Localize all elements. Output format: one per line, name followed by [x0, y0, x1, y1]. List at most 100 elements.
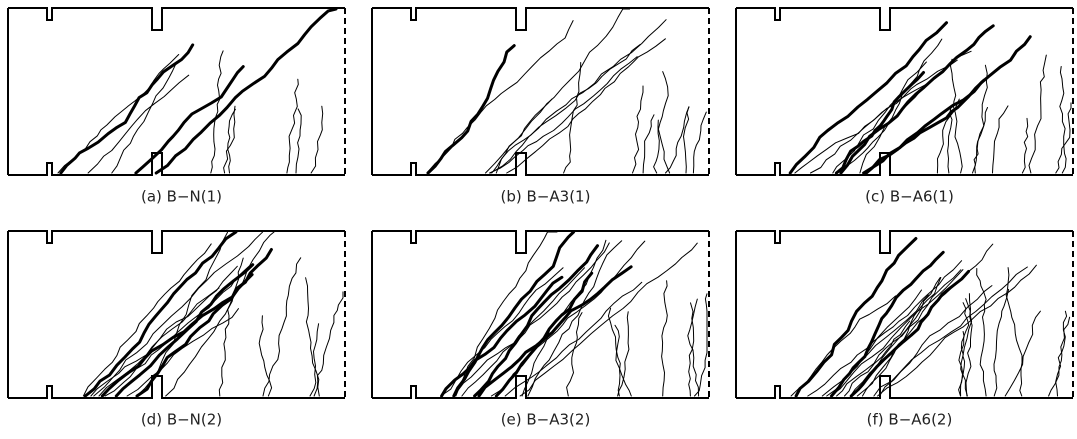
panel: (f) B−A6(2) [735, 230, 1074, 429]
panel-caption: (d) B−N(2) [141, 411, 222, 429]
crack [688, 302, 695, 397]
crack [642, 114, 655, 174]
crack [227, 108, 236, 174]
crack [566, 312, 583, 397]
crack [440, 267, 564, 397]
crack [295, 108, 302, 174]
crack [134, 65, 245, 175]
crack [826, 289, 922, 397]
crack [1055, 102, 1072, 174]
crack [527, 240, 623, 397]
crack [960, 293, 973, 397]
crack [473, 244, 599, 398]
crack [491, 43, 641, 174]
crack [694, 293, 708, 397]
crack [834, 71, 925, 175]
crack [258, 315, 273, 397]
panel: (b) B−A3(1) [371, 7, 710, 206]
crack [665, 106, 690, 174]
crack [687, 298, 700, 397]
crack [453, 242, 610, 397]
crack [218, 257, 244, 397]
crack [617, 311, 630, 397]
crack [829, 269, 964, 397]
panel: (d) B−N(2) [7, 230, 346, 429]
crack [83, 230, 238, 398]
beam-outline [372, 7, 709, 31]
crack [607, 307, 621, 397]
beam-outline [736, 375, 1073, 399]
crack [974, 107, 988, 174]
beam-outline [736, 7, 1073, 31]
crack [477, 265, 633, 398]
crack [836, 269, 962, 397]
crack [114, 263, 255, 398]
crack [950, 58, 963, 174]
crack [262, 257, 302, 397]
crack [104, 265, 250, 397]
crack [210, 50, 224, 174]
crack [426, 20, 574, 174]
crack [455, 231, 558, 397]
panel-caption: (f) B−A6(2) [867, 411, 953, 429]
crack [504, 281, 643, 397]
crack [839, 24, 995, 175]
crack [830, 250, 945, 398]
panel-caption: (e) B−A3(2) [501, 411, 591, 429]
crack [485, 8, 631, 174]
crack [862, 35, 1032, 175]
crack [632, 85, 644, 174]
panel: (a) B−N(1) [7, 7, 346, 206]
beam-outline [8, 7, 345, 31]
crack [111, 62, 177, 174]
crack [1028, 54, 1047, 174]
crack [495, 98, 553, 174]
crack [856, 277, 941, 397]
crack [223, 105, 236, 174]
crack [788, 21, 948, 175]
panel-caption: (a) B−N(1) [141, 188, 222, 206]
crack [90, 265, 238, 397]
panel-caption: (c) B−A6(1) [865, 188, 954, 206]
beam-outline [372, 375, 709, 399]
crack [494, 271, 594, 398]
crack [1005, 267, 1023, 397]
crack [1004, 310, 1041, 397]
crack [958, 302, 970, 397]
crack [976, 268, 987, 397]
crack [992, 105, 1009, 174]
crack [947, 105, 953, 174]
beam-outline [736, 230, 1073, 254]
crack [877, 264, 1037, 397]
crack [810, 59, 958, 174]
crack [879, 285, 993, 397]
crack [440, 275, 564, 398]
crack [305, 277, 320, 397]
crack [126, 308, 239, 397]
crack [82, 243, 212, 397]
beam-outline [8, 230, 345, 254]
crack [653, 119, 660, 174]
crack [313, 291, 344, 397]
beam-outline [8, 152, 345, 176]
crack [519, 242, 698, 397]
crack [490, 19, 667, 174]
crack [100, 273, 254, 398]
crack [452, 230, 576, 398]
crack [683, 106, 690, 174]
panel-caption: (b) B−A3(1) [501, 188, 591, 206]
crack [165, 231, 275, 397]
crack [154, 7, 338, 175]
crack [563, 62, 582, 174]
crack [93, 231, 263, 397]
crack [426, 44, 516, 175]
beam-outline [372, 230, 709, 254]
crack [859, 38, 943, 174]
crack [936, 98, 960, 174]
crack [136, 231, 228, 397]
crack [614, 324, 632, 397]
beam-outline [8, 375, 345, 399]
crack [1055, 310, 1068, 397]
crack [87, 74, 190, 174]
